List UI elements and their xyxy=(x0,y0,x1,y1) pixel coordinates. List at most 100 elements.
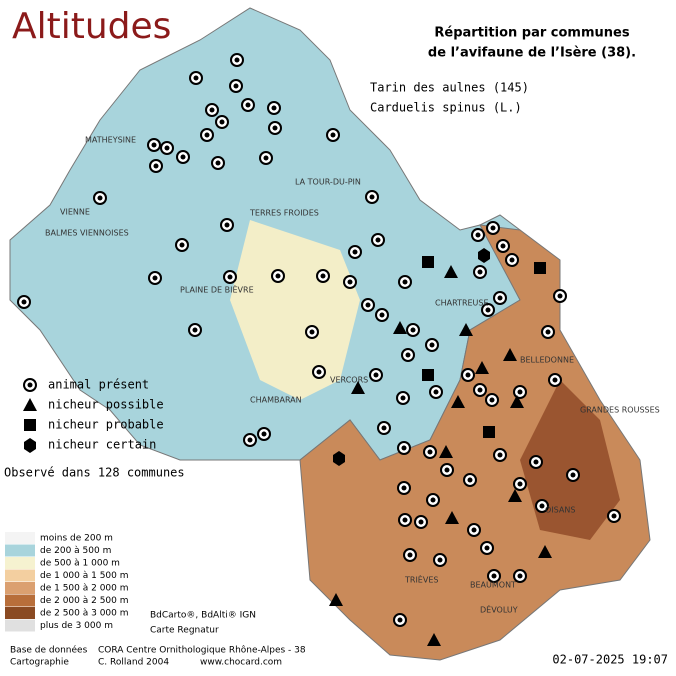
marker-present xyxy=(500,243,506,249)
marker-present xyxy=(517,481,523,487)
marker-probable xyxy=(422,256,434,268)
marker-present xyxy=(320,273,326,279)
marker-present xyxy=(611,513,617,519)
marker-present xyxy=(467,477,473,483)
marker-present xyxy=(401,485,407,491)
marker-possible xyxy=(439,445,453,458)
marker-present xyxy=(309,329,315,335)
marker-present xyxy=(247,437,253,443)
marker-present xyxy=(227,274,233,280)
marker-present xyxy=(245,102,251,108)
altitude-swatch xyxy=(5,569,35,582)
marker-present xyxy=(497,452,503,458)
marker-present xyxy=(465,372,471,378)
marker-present xyxy=(21,299,27,305)
altitude-label: de 2 000 à 2 500 m xyxy=(40,596,129,606)
place-label: LA TOUR-DU-PIN xyxy=(295,178,361,187)
place-label: VIENNE xyxy=(60,208,90,217)
marker-present xyxy=(433,389,439,395)
marker-present xyxy=(272,125,278,131)
marker-possible xyxy=(445,511,459,524)
legend-label: nicheur possible xyxy=(48,398,164,412)
subtitle: de l’avifaune de l’Isère (38). xyxy=(428,46,636,61)
marker-possible xyxy=(351,381,365,394)
date: 02-07-2025 19:07 xyxy=(552,653,668,667)
credit: CORA Centre Ornithologique Rhône-Alpes -… xyxy=(98,645,306,656)
altitude-label: de 1 000 à 1 500 m xyxy=(40,571,129,581)
marker-present xyxy=(402,279,408,285)
marker-present xyxy=(215,160,221,166)
marker-present xyxy=(402,517,408,523)
observed: Observé dans 128 communes xyxy=(4,466,185,480)
marker-present xyxy=(418,519,424,525)
altitude-swatch xyxy=(5,544,35,557)
marker-present xyxy=(497,295,503,301)
altitude-swatch xyxy=(5,607,35,619)
marker-present xyxy=(369,194,375,200)
marker-present xyxy=(97,195,103,201)
altitude-swatch xyxy=(5,532,35,544)
place-label: BALMES VIENNOISES xyxy=(45,229,129,238)
marker-certain xyxy=(333,451,345,466)
marker-present xyxy=(489,397,495,403)
marker-present xyxy=(545,329,551,335)
marker-present xyxy=(471,527,477,533)
marker-probable xyxy=(534,262,546,274)
region-high xyxy=(299,224,651,661)
marker-present xyxy=(164,145,170,151)
credit: C. Rolland 2004 xyxy=(98,658,169,668)
credit: Cartographie xyxy=(10,658,69,668)
marker-present xyxy=(429,342,435,348)
source: Carte Regnatur xyxy=(150,626,219,636)
marker-present xyxy=(430,497,436,503)
marker-present xyxy=(477,387,483,393)
marker-possible xyxy=(23,398,37,411)
marker-present xyxy=(352,249,358,255)
marker-present xyxy=(209,107,215,113)
marker-present xyxy=(517,389,523,395)
marker-present xyxy=(490,225,496,231)
marker-present xyxy=(557,293,563,299)
altitude-label: de 2 500 à 3 000 m xyxy=(40,609,129,619)
marker-possible xyxy=(444,265,458,278)
marker-present xyxy=(151,142,157,148)
marker-present xyxy=(570,472,576,478)
species-latin: Carduelis spinus (L.) xyxy=(370,101,522,115)
place-label: GRANDES ROUSSES xyxy=(580,406,660,415)
marker-probable xyxy=(24,419,36,431)
altitude-swatch xyxy=(5,557,35,569)
altitude-swatch xyxy=(5,619,35,632)
marker-possible xyxy=(508,489,522,502)
marker-probable xyxy=(422,369,434,381)
marker-present xyxy=(427,449,433,455)
place-label: CHARTREUSE xyxy=(435,299,489,308)
place-label: PLAINE DE BIÈVRE xyxy=(180,284,254,295)
subtitle: Répartition par communes xyxy=(434,26,629,41)
place-label: TRIÈVES xyxy=(404,574,438,585)
legend-label: animal présent xyxy=(48,378,149,392)
marker-present xyxy=(192,327,198,333)
legend-label: nicheur probable xyxy=(48,418,164,432)
place-label: CHAMBARAN xyxy=(250,396,302,405)
marker-present xyxy=(234,57,240,63)
marker-present xyxy=(193,75,199,81)
place-label: MATHEYSINE xyxy=(85,136,136,145)
title: Altitudes xyxy=(12,6,171,47)
marker-present xyxy=(477,269,483,275)
place-label: VERCORS xyxy=(330,376,368,385)
marker-possible xyxy=(459,323,473,336)
marker-present xyxy=(233,83,239,89)
marker-possible xyxy=(329,593,343,606)
marker-possible xyxy=(427,633,441,646)
credit: www.chocard.com xyxy=(200,658,282,668)
marker-possible xyxy=(538,545,552,558)
place-label: TERRES FROIDES xyxy=(249,209,319,218)
marker-present xyxy=(437,557,443,563)
marker-present xyxy=(27,382,33,388)
marker-present xyxy=(330,132,336,138)
marker-present xyxy=(153,163,159,169)
marker-present xyxy=(397,617,403,623)
marker-present xyxy=(410,327,416,333)
marker-present xyxy=(484,545,490,551)
